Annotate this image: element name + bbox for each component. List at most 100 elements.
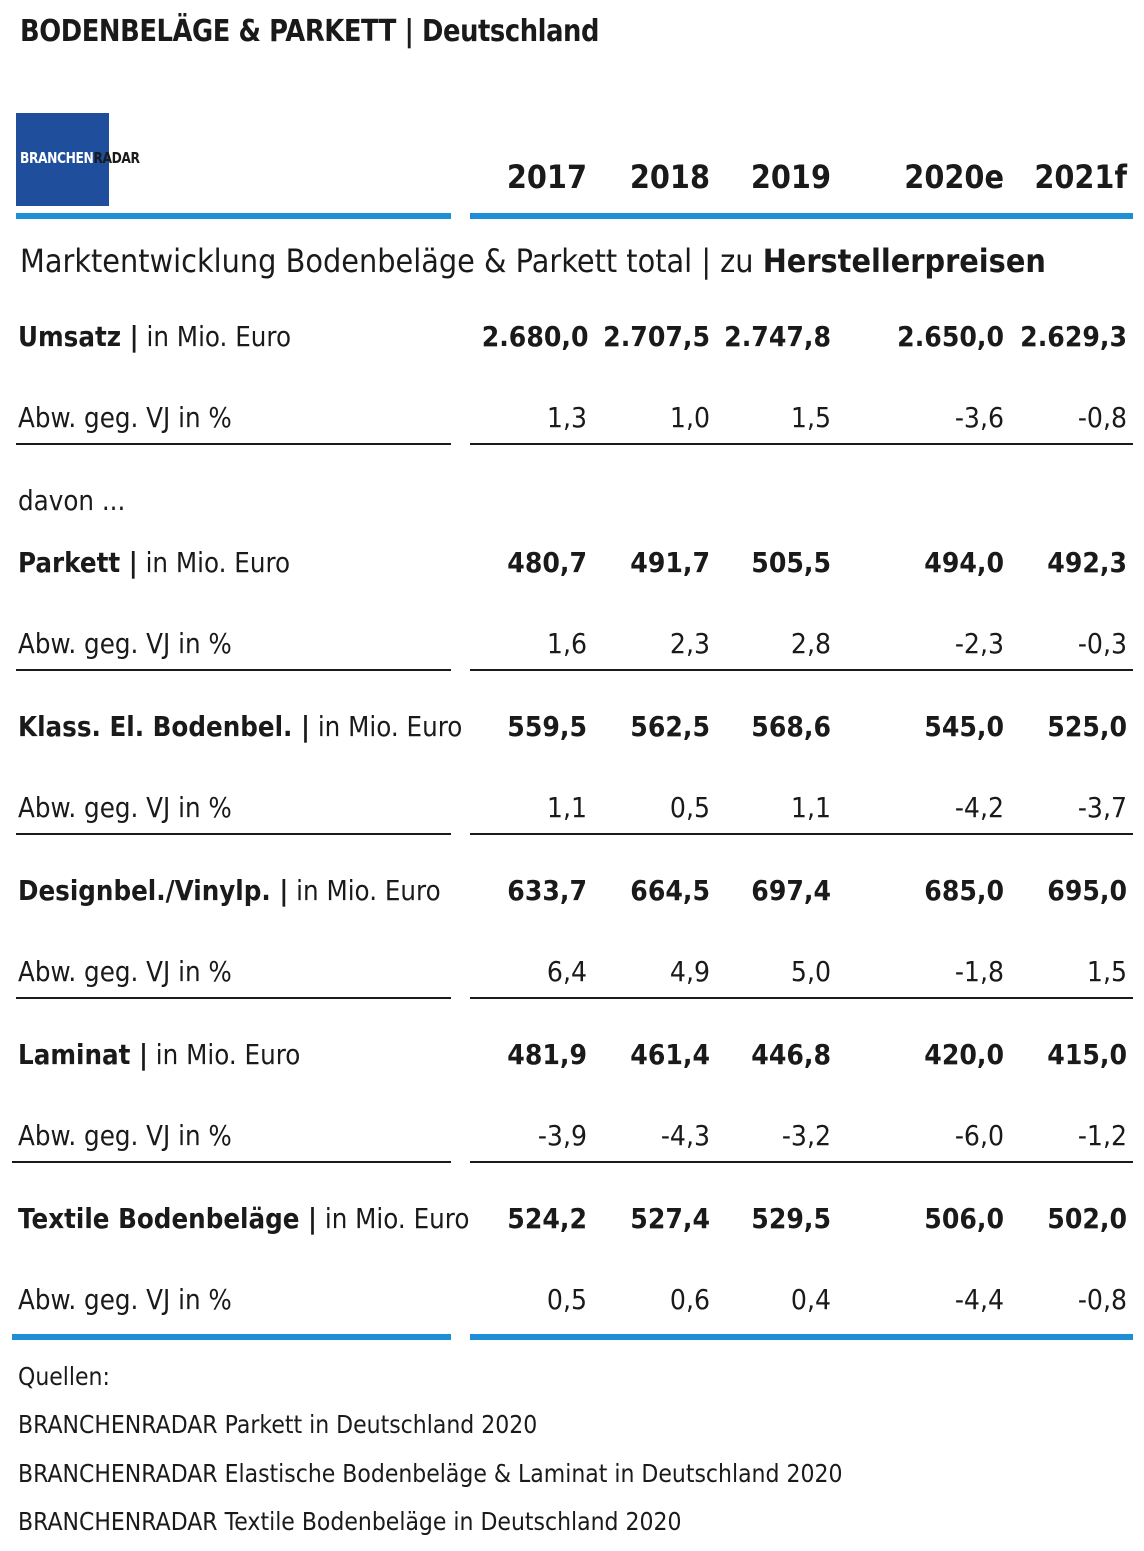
change-label-parkett: Abw. geg. VJ in % [18,627,232,660]
change-cell-umsatz-2020e: -3,6 [954,401,1004,434]
value-cell-textile-bodenbeläge-2019: 529,5 [751,1202,831,1235]
row-name: Designbel./Vinylp. | [18,874,289,907]
value-cell-parkett-2020e: 494,0 [924,546,1004,579]
source-item: BRANCHENRADAR Textile Bodenbeläge in Deu… [18,1507,682,1536]
change-cell-textile-bodenbeläge-2021f: -0,8 [1077,1283,1127,1316]
change-cell-klass-el-bodenbel-2021f: -3,7 [1077,791,1127,824]
value-cell-designbel-vinylp-2019: 697,4 [751,874,831,907]
row-unit: in Mio. Euro [317,1202,470,1235]
row-unit: in Mio. Euro [137,546,291,579]
davon-label: davon ... [18,484,126,517]
header-rule-right [470,213,1133,219]
change-cell-designbel-vinylp-2021f: 1,5 [1086,955,1127,988]
value-cell-umsatz-2021f: 2.629,3 [1020,320,1127,353]
footer-rule-right [470,1334,1133,1340]
change-cell-laminat-2018: -4,3 [660,1119,710,1152]
value-cell-klass-el-bodenbel-2018: 562,5 [630,710,710,743]
row-name: Laminat | [18,1038,148,1071]
change-cell-textile-bodenbeläge-2020e: -4,4 [954,1283,1004,1316]
change-label-umsatz: Abw. geg. VJ in % [18,401,232,434]
change-label-textile-bodenbeläge: Abw. geg. VJ in % [18,1283,232,1316]
row-label-umsatz: Umsatz | in Mio. Euro [18,320,291,353]
page-title: BODENBELÄGE & PARKETT | Deutschland [20,14,600,49]
col-header-2017: 2017 [506,158,587,196]
value-cell-designbel-vinylp-2017: 633,7 [507,874,587,907]
change-cell-umsatz-2021f: -0,8 [1077,401,1127,434]
change-cell-designbel-vinylp-2018: 4,9 [669,955,710,988]
change-cell-designbel-vinylp-2019: 5,0 [790,955,831,988]
row-label-parkett: Parkett | in Mio. Euro [18,546,290,579]
row-divider-left [16,443,451,445]
change-cell-textile-bodenbeläge-2019: 0,4 [790,1283,831,1316]
change-cell-laminat-2020e: -6,0 [954,1119,1004,1152]
change-cell-textile-bodenbeläge-2018: 0,6 [669,1283,710,1316]
value-cell-klass-el-bodenbel-2021f: 525,0 [1047,710,1127,743]
col-header-2019: 2019 [750,158,831,196]
change-cell-umsatz-2017: 1,3 [546,401,587,434]
change-cell-textile-bodenbeläge-2017: 0,5 [546,1283,587,1316]
row-divider-left [12,1161,451,1163]
change-cell-designbel-vinylp-2017: 6,4 [546,955,587,988]
value-cell-umsatz-2020e: 2.650,0 [897,320,1004,353]
col-header-2018: 2018 [629,158,710,196]
change-cell-parkett-2021f: -0,3 [1077,627,1127,660]
change-cell-laminat-2019: -3,2 [781,1119,831,1152]
row-unit: in Mio. Euro [309,710,463,743]
value-cell-laminat-2019: 446,8 [751,1038,831,1071]
row-divider-right [470,997,1133,999]
change-cell-laminat-2021f: -1,2 [1077,1119,1127,1152]
value-cell-parkett-2018: 491,7 [630,546,710,579]
change-cell-laminat-2017: -3,9 [537,1119,587,1152]
value-cell-laminat-2017: 481,9 [507,1038,587,1071]
change-cell-parkett-2019: 2,8 [790,627,831,660]
value-cell-designbel-vinylp-2020e: 685,0 [924,874,1004,907]
row-divider-right [470,1161,1133,1163]
change-label-laminat: Abw. geg. VJ in % [18,1119,232,1152]
value-cell-designbel-vinylp-2018: 664,5 [630,874,710,907]
row-divider-left [16,997,451,999]
row-label-klass-el-bodenbel: Klass. El. Bodenbel. | in Mio. Euro [18,710,462,743]
sources-heading: Quellen: [18,1362,110,1391]
change-cell-klass-el-bodenbel-2018: 0,5 [669,791,710,824]
source-item: BRANCHENRADAR Parkett in Deutschland 202… [18,1410,538,1439]
col-header-2021f: 2021f [1034,158,1127,196]
row-name: Klass. El. Bodenbel. | [18,710,310,743]
value-cell-designbel-vinylp-2021f: 695,0 [1047,874,1127,907]
row-name: Umsatz | [18,320,139,353]
row-divider-right [470,669,1133,671]
logo-part2: RADAR [93,149,140,167]
change-cell-parkett-2017: 1,6 [546,627,587,660]
branchenradar-logo [16,113,109,206]
row-label-laminat: Laminat | in Mio. Euro [18,1038,300,1071]
row-divider-left [16,833,451,835]
value-cell-laminat-2020e: 420,0 [924,1038,1004,1071]
change-cell-parkett-2018: 2,3 [669,627,710,660]
value-cell-textile-bodenbeläge-2017: 524,2 [507,1202,587,1235]
subtitle-normal: Marktentwicklung Bodenbeläge & Parkett t… [20,242,763,280]
footer-rule-left [12,1334,451,1340]
value-cell-klass-el-bodenbel-2019: 568,6 [751,710,831,743]
row-unit: in Mio. Euro [147,1038,301,1071]
change-cell-umsatz-2018: 1,0 [669,401,710,434]
row-label-textile-bodenbeläge: Textile Bodenbeläge | in Mio. Euro [18,1202,469,1235]
row-divider-left [16,669,451,671]
change-cell-designbel-vinylp-2020e: -1,8 [954,955,1004,988]
row-divider-right [470,833,1133,835]
source-item: BRANCHENRADAR Elastische Bodenbeläge & L… [18,1459,843,1488]
value-cell-textile-bodenbeläge-2021f: 502,0 [1047,1202,1127,1235]
row-unit: in Mio. Euro [138,320,292,353]
value-cell-parkett-2021f: 492,3 [1047,546,1127,579]
value-cell-textile-bodenbeläge-2018: 527,4 [630,1202,710,1235]
value-cell-textile-bodenbeläge-2020e: 506,0 [924,1202,1004,1235]
row-divider-right [470,443,1133,445]
subtitle-bold: Herstellerpreisen [762,242,1046,280]
value-cell-klass-el-bodenbel-2020e: 545,0 [924,710,1004,743]
change-cell-klass-el-bodenbel-2019: 1,1 [790,791,831,824]
row-unit: in Mio. Euro [288,874,441,907]
change-cell-parkett-2020e: -2,3 [954,627,1004,660]
table-subtitle: Marktentwicklung Bodenbeläge & Parkett t… [20,242,1046,280]
row-name: Textile Bodenbeläge | [18,1202,318,1235]
value-cell-umsatz-2019: 2.747,8 [724,320,831,353]
value-cell-umsatz-2017: 2.680,0 [481,320,589,353]
value-cell-parkett-2017: 480,7 [507,546,587,579]
